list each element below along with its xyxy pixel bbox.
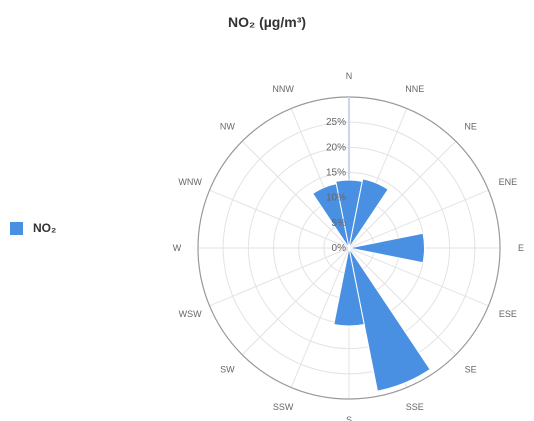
- grid-spoke: [209, 189, 350, 249]
- direction-label-ssw: SSW: [273, 402, 294, 412]
- direction-label-e: E: [518, 243, 524, 253]
- radial-tick-label: 20%: [326, 142, 346, 153]
- direction-label-wsw: WSW: [179, 309, 202, 319]
- direction-label-ene: ENE: [499, 177, 518, 187]
- direction-label-s: S: [346, 415, 352, 421]
- grid-spoke: [290, 247, 350, 388]
- direction-label-sse: SSE: [406, 402, 424, 412]
- grid-spoke: [348, 140, 457, 249]
- direction-label-se: SE: [465, 365, 477, 375]
- radial-tick-label: 10%: [326, 193, 346, 204]
- radial-tick-label: 15%: [326, 168, 346, 179]
- legend[interactable]: NO₂: [10, 221, 56, 235]
- direction-label-sw: SW: [220, 365, 235, 375]
- legend-label: NO₂: [33, 221, 57, 235]
- direction-label-ese: ESE: [499, 309, 517, 319]
- grid-spoke: [348, 247, 457, 356]
- radial-tick-label: 25%: [326, 117, 346, 128]
- direction-label-nw: NW: [220, 121, 235, 131]
- grid-spoke: [209, 247, 350, 307]
- grid-spoke: [241, 140, 350, 249]
- radial-tick-label: 0%: [332, 243, 347, 254]
- direction-label-wnw: WNW: [178, 177, 202, 187]
- direction-label-w: W: [173, 243, 182, 253]
- bar-sse: [348, 247, 431, 392]
- chart-title: NO₂ (µg/m³): [227, 14, 307, 30]
- legend-swatch: [10, 221, 23, 235]
- direction-label-nne: NNE: [405, 84, 424, 94]
- bar-e: [348, 232, 425, 264]
- direction-label-nnw: NNW: [272, 84, 294, 94]
- bar-s: [333, 247, 365, 327]
- direction-label-n: N: [346, 71, 353, 81]
- radial-tick-label: 5%: [332, 218, 347, 229]
- direction-label-ne: NE: [464, 121, 477, 131]
- grid-spoke: [241, 247, 350, 356]
- grid-spoke: [348, 247, 489, 307]
- bar-nnw: [311, 183, 350, 249]
- bar-nne: [348, 178, 389, 249]
- grid-spoke: [348, 189, 489, 249]
